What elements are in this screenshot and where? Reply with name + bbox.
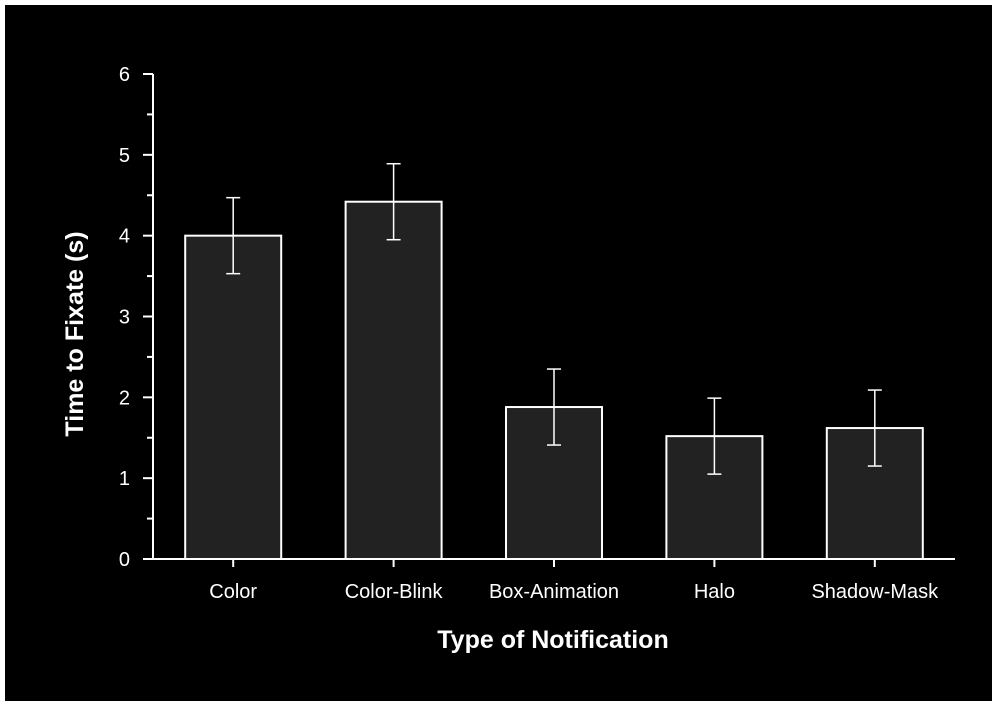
- bars-layer: [184, 200, 924, 561]
- x-axis-title: Type of Notification: [437, 626, 668, 654]
- y-tick-label: 5: [119, 145, 130, 167]
- x-tick-label: Halo: [694, 581, 735, 603]
- x-tick-label: Color-Blink: [345, 581, 444, 603]
- y-ticks-layer: 0 1 2 3 4 5 6: [119, 64, 153, 571]
- x-tick-label: Shadow-Mask: [811, 581, 939, 603]
- error-bars-layer: [226, 162, 882, 475]
- y-tick-label: 3: [119, 307, 130, 329]
- bar: [184, 234, 283, 561]
- y-axis-title: Time to Fixate (s): [61, 231, 89, 436]
- bar: [344, 200, 443, 560]
- y-tick-label: 2: [119, 387, 130, 409]
- chart-background: [5, 5, 992, 701]
- y-tick-label: 4: [119, 226, 130, 248]
- x-ticks-layer: Color Color-Blink Box-Animation Halo Shadow-…: [209, 559, 939, 603]
- y-tick-label: 0: [119, 549, 130, 571]
- x-tick-label: Color: [209, 581, 257, 603]
- x-tick-label: Box-Animation: [489, 581, 619, 603]
- y-tick-label: 6: [119, 64, 130, 86]
- y-tick-label: 1: [119, 468, 130, 490]
